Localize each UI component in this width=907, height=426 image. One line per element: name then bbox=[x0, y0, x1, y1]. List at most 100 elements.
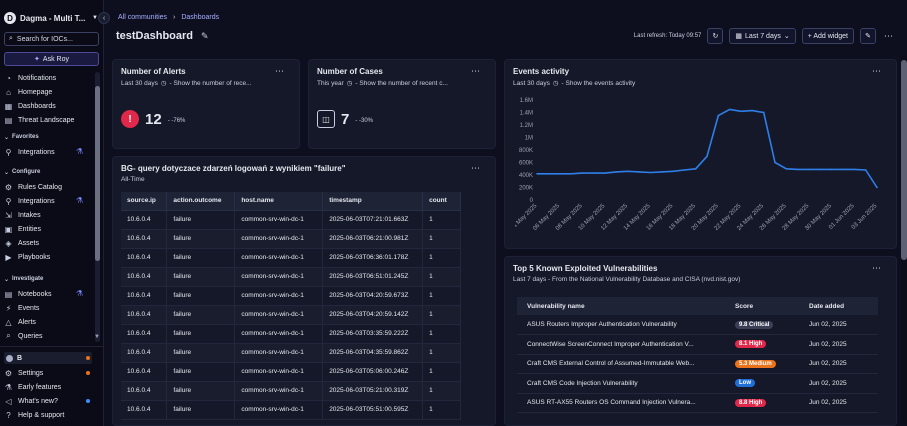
edit-dashboard-button[interactable]: ✎ bbox=[860, 28, 876, 44]
table-row[interactable]: 10.6.0.4 failure common-srv-win-dc-1 2025-0… bbox=[121, 305, 461, 325]
data-point[interactable] bbox=[581, 172, 584, 174]
data-point[interactable] bbox=[626, 170, 629, 173]
vulnerability-name[interactable]: ConnectWise ScreenConnect Improper Authe… bbox=[517, 334, 725, 355]
refresh-button[interactable]: ↻ bbox=[707, 28, 724, 44]
widget-menu-icon[interactable]: ⋯ bbox=[872, 263, 882, 273]
sidebar-item-rules-catalog[interactable]: ⚙ Rules Catalog bbox=[4, 181, 62, 193]
configure-section[interactable]: ⌄ Configure bbox=[4, 169, 40, 176]
data-point[interactable] bbox=[728, 108, 731, 111]
table-row[interactable]: ASUS Routers Improper Authentication Vul… bbox=[517, 315, 878, 335]
breadcrumb-current-link[interactable]: Dashboards bbox=[181, 14, 220, 21]
collapse-sidebar-button[interactable]: ‹ bbox=[98, 12, 110, 24]
data-point[interactable] bbox=[853, 168, 856, 171]
data-point[interactable] bbox=[717, 114, 720, 117]
data-point[interactable] bbox=[819, 168, 822, 171]
column-header[interactable]: count bbox=[422, 192, 461, 211]
widget-menu-icon[interactable]: ⋯ bbox=[471, 163, 481, 173]
table-row[interactable]: ASUS RT-AX55 Routers OS Command Injectio… bbox=[517, 393, 878, 413]
table-row[interactable]: 10.6.0.4 failure common-srv-win-dc-1 2025-0… bbox=[121, 343, 461, 363]
data-point[interactable] bbox=[740, 110, 742, 113]
sidebar-item-queries[interactable]: ⌕ Queries bbox=[4, 330, 42, 342]
sidebar-item-help-support[interactable]: ? Help & support bbox=[4, 409, 64, 421]
data-point[interactable] bbox=[694, 167, 697, 170]
org-switcher[interactable]: D Dagma - Multi T... ▼ bbox=[4, 10, 98, 26]
widget-menu-icon[interactable]: ⋯ bbox=[471, 66, 481, 76]
sidebar-item-entities[interactable]: ▣ Entities bbox=[4, 223, 41, 235]
sidebar-item-notebooks[interactable]: ▤ Notebooks bbox=[4, 288, 52, 300]
sidebar-item-intakes[interactable]: ⇲ Intakes bbox=[4, 209, 40, 221]
column-header[interactable]: timestamp bbox=[322, 192, 424, 211]
data-point[interactable] bbox=[547, 172, 550, 175]
sidebar-item-whats-new[interactable]: ◁ What's new? bbox=[4, 395, 57, 407]
data-point[interactable] bbox=[660, 171, 663, 173]
scroll-up-arrow-icon[interactable]: ▲ bbox=[494, 195, 495, 201]
sidebar-item-settings[interactable]: ⚙ Settings bbox=[4, 367, 43, 379]
scroll-down-arrow-icon[interactable]: ▼ bbox=[94, 334, 100, 340]
data-point[interactable] bbox=[638, 171, 640, 173]
vulnerability-name[interactable]: Craft CMS External Control of Assumed-Im… bbox=[517, 354, 725, 374]
data-point[interactable] bbox=[683, 169, 686, 171]
column-header[interactable]: Date added bbox=[799, 297, 878, 315]
data-point[interactable] bbox=[536, 172, 538, 175]
data-point[interactable] bbox=[592, 172, 595, 174]
edit-title-pencil-icon[interactable]: ✎ bbox=[201, 30, 209, 41]
table-row[interactable]: 10.6.0.4 failure common-srv-win-dc-1 2025-0… bbox=[121, 229, 461, 249]
table-row[interactable]: 10.6.0.4 failure common-srv-win-dc-1 2025-0… bbox=[121, 400, 461, 420]
column-header[interactable]: Score bbox=[725, 297, 799, 315]
table-scrollbar-thumb[interactable] bbox=[495, 205, 496, 295]
more-options-icon[interactable]: ⋯ bbox=[884, 30, 893, 41]
column-header[interactable]: host.name bbox=[234, 192, 324, 211]
investigate-section[interactable]: ⌄ Investigate bbox=[4, 276, 43, 283]
data-point[interactable] bbox=[808, 168, 810, 171]
sidebar-item-homepage[interactable]: ⌂ Homepage bbox=[4, 86, 52, 98]
column-header[interactable]: source.ip bbox=[121, 192, 168, 211]
sidebar-item-early-features[interactable]: ⚗ Early features bbox=[4, 381, 61, 393]
widget-menu-icon[interactable]: ⋯ bbox=[872, 66, 882, 76]
data-point[interactable] bbox=[751, 109, 754, 112]
date-range-button[interactable]: ▦ Last 7 days ⌄ bbox=[729, 28, 796, 44]
data-point[interactable] bbox=[706, 155, 708, 158]
table-row[interactable]: ConnectWise ScreenConnect Improper Authe… bbox=[517, 334, 878, 355]
sidebar-item-threat-landscape[interactable]: ▤ Threat Landscape bbox=[4, 114, 75, 126]
user-menu[interactable]: B bbox=[4, 352, 92, 364]
breadcrumb-root-link[interactable]: All communities bbox=[118, 14, 168, 21]
data-point[interactable] bbox=[864, 169, 867, 171]
data-point[interactable] bbox=[762, 111, 765, 114]
data-point[interactable] bbox=[649, 171, 652, 174]
table-row[interactable]: 10.6.0.4 failure common-srv-win-dc-1 2025-0… bbox=[121, 324, 461, 344]
table-row[interactable]: 10.6.0.4 failure common-srv-win-dc-1 2025-0… bbox=[121, 362, 461, 382]
column-header[interactable]: Vulnerability name bbox=[517, 297, 725, 315]
sidebar-item-assets[interactable]: ◈ Assets bbox=[4, 237, 39, 249]
data-point[interactable] bbox=[604, 172, 606, 174]
data-point[interactable] bbox=[672, 170, 674, 173]
vulnerability-name[interactable]: ASUS Routers Improper Authentication Vul… bbox=[517, 315, 725, 335]
add-widget-button[interactable]: + Add widget bbox=[801, 28, 854, 44]
data-point[interactable] bbox=[558, 172, 561, 175]
vulnerability-name[interactable]: Craft CMS Code Injection Vulnerability bbox=[517, 373, 725, 394]
table-row[interactable]: Craft CMS Code Injection Vulnerability Lo… bbox=[517, 373, 878, 394]
column-header[interactable]: action.outcome bbox=[166, 192, 236, 211]
data-point[interactable] bbox=[830, 168, 833, 171]
sidebar-item-notifications[interactable]: ◔ Notifications bbox=[4, 72, 56, 84]
data-point[interactable] bbox=[796, 168, 799, 171]
table-row[interactable]: 10.6.0.4 failure common-srv-win-dc-1 2025-0… bbox=[121, 210, 461, 230]
table-row[interactable]: 10.6.0.4 failure common-srv-win-dc-1 2025-0… bbox=[121, 286, 461, 306]
sidebar-scrollbar-thumb[interactable] bbox=[95, 86, 100, 261]
vulnerability-name[interactable]: ASUS RT-AX55 Routers OS Command Injectio… bbox=[517, 393, 725, 413]
table-scrollbar[interactable] bbox=[495, 193, 496, 413]
data-point[interactable] bbox=[615, 171, 618, 173]
sidebar-item-alerts[interactable]: △ Alerts bbox=[4, 316, 35, 328]
ask-roy-button[interactable]: ✦ Ask Roy bbox=[4, 52, 99, 66]
data-point[interactable] bbox=[785, 167, 788, 170]
sidebar-item-playbooks[interactable]: ▶ Playbooks bbox=[4, 251, 50, 263]
table-row[interactable]: 10.6.0.4 failure common-srv-win-dc-1 2025-0… bbox=[121, 248, 461, 268]
data-point[interactable] bbox=[774, 161, 776, 164]
scroll-down-arrow-icon[interactable]: ▼ bbox=[494, 405, 495, 411]
sidebar-item-events[interactable]: ⚡ Events bbox=[4, 302, 40, 314]
table-row[interactable]: Craft CMS External Control of Assumed-Im… bbox=[517, 354, 878, 374]
data-point[interactable] bbox=[570, 172, 572, 175]
favorites-section[interactable]: ⌄ Favorites bbox=[4, 134, 39, 141]
sidebar-item-integrations[interactable]: ⚲ Integrations bbox=[4, 195, 55, 207]
main-scrollbar-thumb[interactable] bbox=[901, 60, 907, 260]
data-point[interactable] bbox=[842, 168, 844, 171]
